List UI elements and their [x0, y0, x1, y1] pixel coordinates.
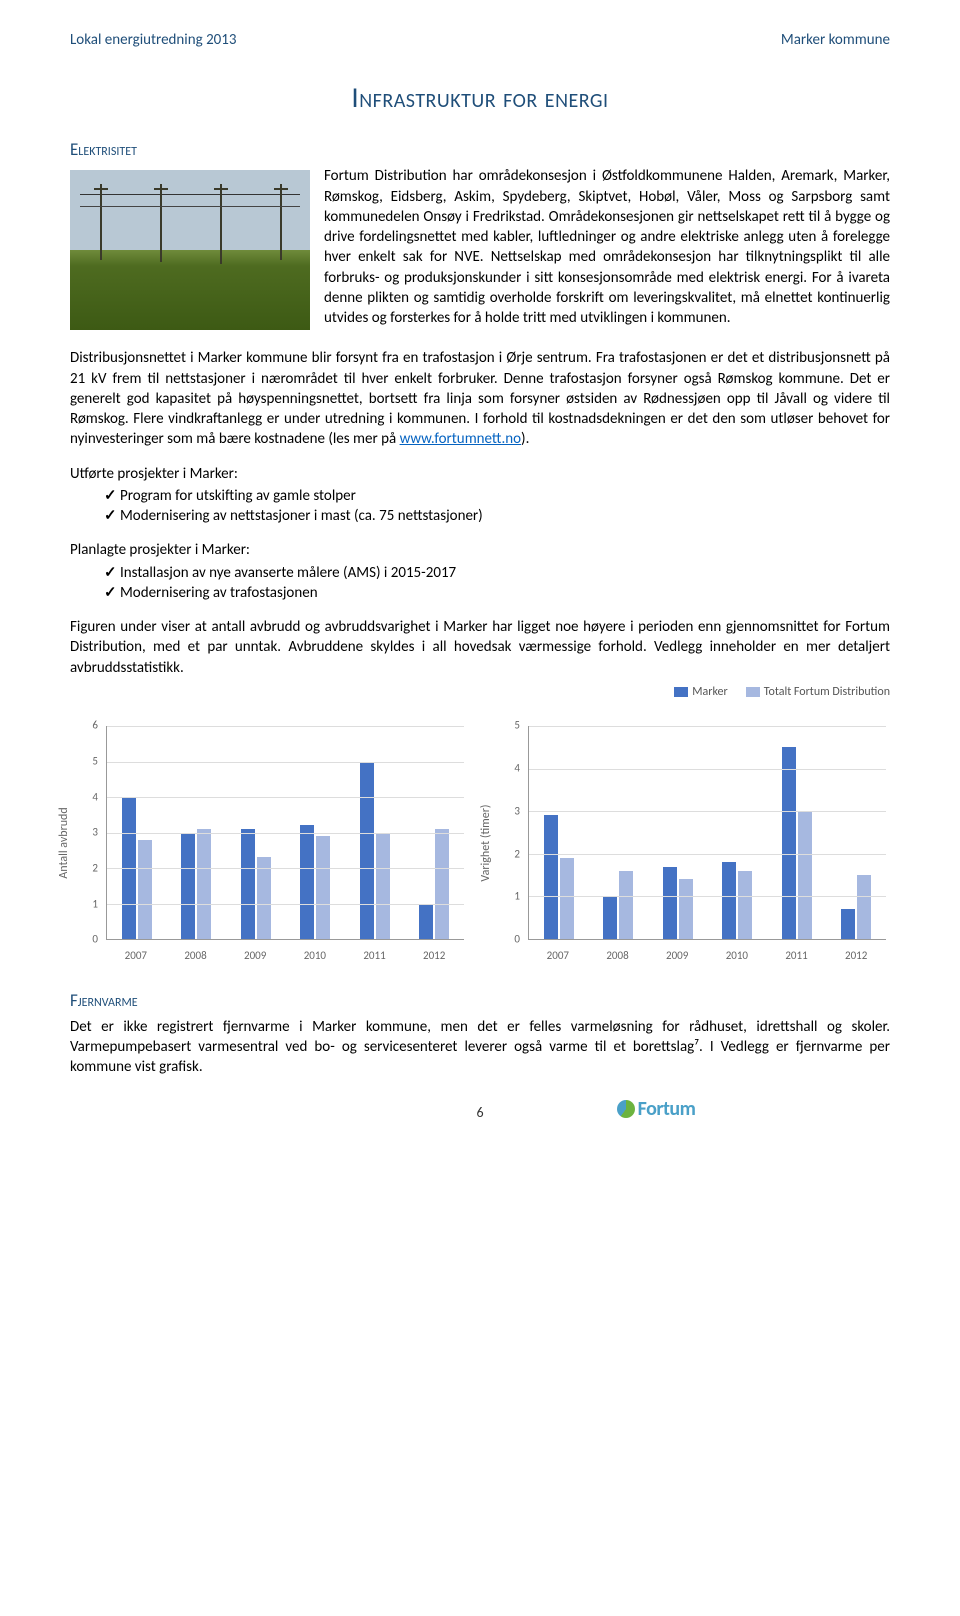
bar-series-b — [197, 829, 211, 939]
bar-series-b — [435, 829, 449, 939]
bar-series-b — [679, 879, 693, 939]
bar-series-a — [241, 829, 255, 939]
chart-varighet: Varighet (timer) 012345 2007200820092010… — [492, 718, 890, 968]
para2-text-b: ). — [521, 430, 529, 448]
header-left: Lokal energiutredning 2013 — [70, 30, 236, 50]
fortumnett-link[interactable]: www.fortumnett.no — [400, 430, 521, 448]
section-fjernvarme: Fjernvarme — [70, 990, 890, 1013]
para1-text: Fortum Distribution har områdekonsesjon … — [324, 167, 890, 327]
page-footer: 6 Fortum — [70, 1096, 890, 1123]
bar-series-b — [316, 836, 330, 939]
charts-row: Antall avbrudd 0123456 20072008200920102… — [70, 718, 890, 968]
powerline-photo — [70, 170, 310, 330]
bar-series-a — [782, 747, 796, 939]
fortum-logo-text: Fortum — [638, 1096, 696, 1123]
paragraph-figure: Figuren under viser at antall avbrudd og… — [70, 617, 890, 678]
paragraph-fjernvarme: Det er ikke registrert fjernvarme i Mark… — [70, 1017, 890, 1078]
paragraph-distribution: Distribusjonsnettet i Marker kommune bli… — [70, 348, 890, 449]
bar-series-a — [544, 815, 558, 939]
bar-series-a — [841, 909, 855, 939]
page-title: Infrastruktur for energi — [70, 78, 890, 117]
bar-series-a — [663, 867, 677, 939]
bar-series-b — [257, 857, 271, 939]
fortum-logo-icon — [617, 1100, 635, 1118]
paragraph-intro: Fortum Distribution har områdekonsesjon … — [70, 166, 890, 334]
list-item: Installasjon av nye avanserte målere (AM… — [104, 563, 890, 583]
chart-antall-avbrudd: Antall avbrudd 0123456 20072008200920102… — [70, 718, 468, 968]
bar-series-a — [419, 904, 433, 939]
bar-series-a — [360, 762, 374, 940]
bar-series-b — [138, 840, 152, 939]
utforte-list: Program for utskifting av gamle stolper … — [70, 486, 890, 527]
planlagte-list: Installasjon av nye avanserte målere (AM… — [70, 563, 890, 604]
bar-series-a — [722, 862, 736, 939]
page-header: Lokal energiutredning 2013 Marker kommun… — [70, 30, 890, 50]
header-right: Marker kommune — [781, 30, 890, 50]
section-elektrisitet: Elektrisitet — [70, 139, 890, 162]
bar-series-b — [798, 811, 812, 939]
bar-series-b — [738, 871, 752, 939]
bar-series-b — [376, 833, 390, 940]
list-item: Program for utskifting av gamle stolper — [104, 486, 890, 506]
bar-series-b — [857, 875, 871, 939]
bar-series-b — [619, 871, 633, 939]
chart-legend: Marker Totalt Fortum Distribution — [70, 684, 890, 700]
bar-series-a — [300, 825, 314, 939]
list-item: Modernisering av nettstasjoner i mast (c… — [104, 506, 890, 526]
legend-item-b: Totalt Fortum Distribution — [746, 684, 890, 700]
page-number: 6 — [343, 1104, 616, 1123]
bar-series-a — [181, 833, 195, 940]
bar-series-a — [603, 896, 617, 939]
bar-series-b — [560, 858, 574, 939]
fortum-logo: Fortum — [617, 1096, 890, 1123]
utforte-title: Utførte prosjekter i Marker: — [70, 464, 890, 484]
planlagte-title: Planlagte prosjekter i Marker: — [70, 540, 890, 560]
legend-item-a: Marker — [674, 684, 727, 700]
list-item: Modernisering av trafostasjonen — [104, 583, 890, 603]
